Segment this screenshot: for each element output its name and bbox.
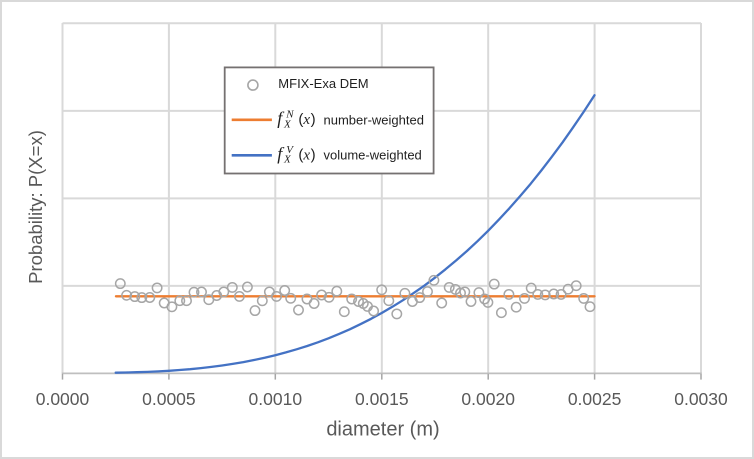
svg-text:f: f	[277, 143, 285, 163]
svg-text:x: x	[302, 147, 310, 163]
svg-text:x: x	[302, 112, 310, 128]
svg-text:Probability: P(X=x): Probability: P(X=x)	[25, 130, 46, 284]
svg-text:0.0020: 0.0020	[461, 389, 515, 409]
svg-text:N: N	[285, 109, 294, 121]
svg-text:(: (	[298, 111, 303, 128]
svg-text:): )	[311, 146, 316, 163]
svg-text:X: X	[283, 154, 292, 166]
svg-text:number-weighted: number-weighted	[324, 112, 424, 127]
svg-text:V: V	[286, 144, 294, 156]
svg-text:diameter (m): diameter (m)	[326, 419, 439, 441]
svg-text:0.0005: 0.0005	[142, 389, 196, 409]
svg-text:X: X	[283, 118, 292, 130]
svg-text:(: (	[298, 146, 303, 163]
svg-text:0.0000: 0.0000	[36, 389, 90, 409]
svg-text:f: f	[277, 108, 285, 128]
svg-text:0.0010: 0.0010	[249, 389, 303, 409]
svg-text:volume-weighted: volume-weighted	[324, 148, 422, 163]
svg-text:0.0030: 0.0030	[674, 389, 728, 409]
svg-text:0.0015: 0.0015	[355, 389, 409, 409]
svg-text:0.0025: 0.0025	[568, 389, 622, 409]
svg-text:): )	[311, 111, 316, 128]
svg-text:MFIX-Exa DEM: MFIX-Exa DEM	[278, 76, 368, 91]
